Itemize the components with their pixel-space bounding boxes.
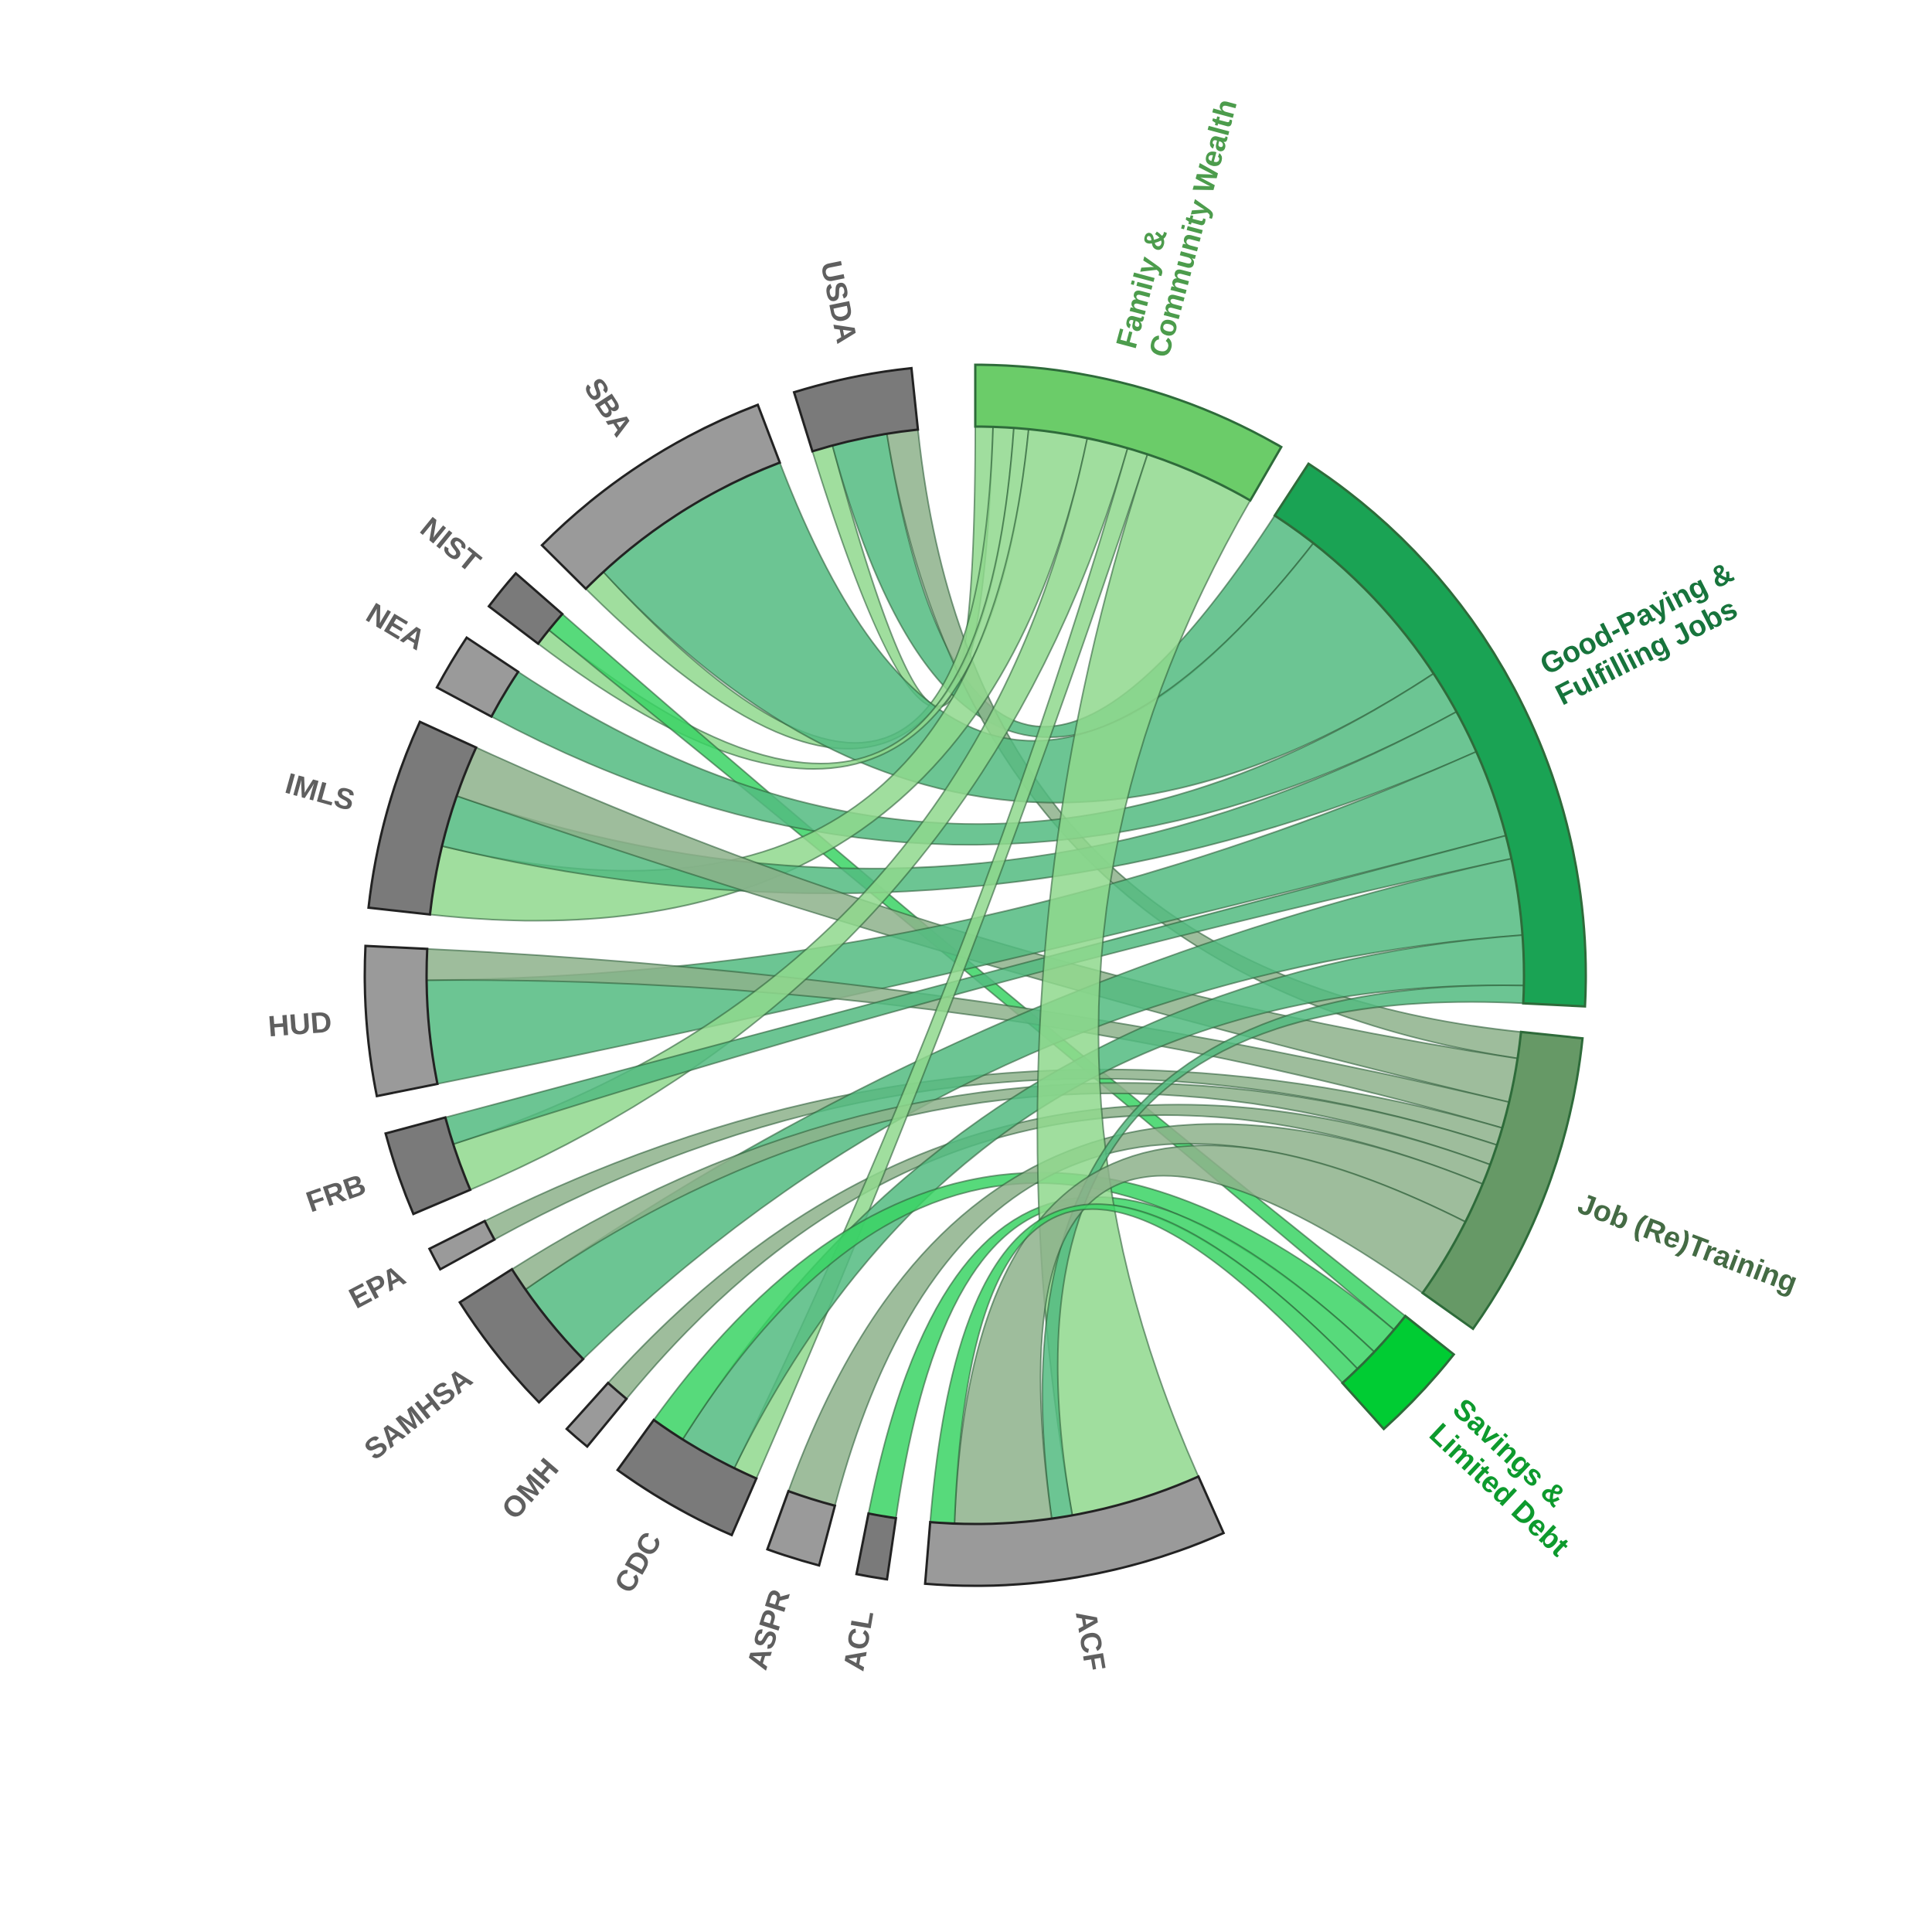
agency-arc-cdc[interactable] <box>616 1418 758 1537</box>
agency-arc-sba[interactable] <box>540 403 782 591</box>
agency-label-aspr: ASPR <box>741 1586 797 1673</box>
agency-arc-nea[interactable] <box>435 635 520 719</box>
agency-arc-acf[interactable] <box>923 1475 1226 1587</box>
agency-label-samhsa: SAMHSA <box>359 1362 478 1467</box>
agency-arc-hud[interactable] <box>363 944 439 1098</box>
agency-arc-aspr[interactable] <box>766 1489 837 1567</box>
agency-label-acf: ACF <box>1069 1608 1111 1673</box>
outcome-arc-gpj[interactable] <box>1273 461 1587 1008</box>
agency-label-sba: SBA <box>577 372 638 442</box>
agency-arc-imls[interactable] <box>367 720 478 917</box>
agency-arc-nist[interactable] <box>487 571 564 646</box>
outcome-label-jrt-line: Job (Re)Training <box>1573 1188 1801 1300</box>
agency-arc-frb[interactable] <box>384 1116 472 1216</box>
agency-arc-epa[interactable] <box>427 1219 496 1271</box>
agency-arc-usda[interactable] <box>792 366 920 453</box>
agency-label-cdc: CDC <box>609 1527 668 1598</box>
outcome-label-gpj: Good-Paying &Fulfilling Jobs <box>1535 556 1754 712</box>
agency-label-epa: EPA <box>344 1260 410 1315</box>
agency-label-nist: NIST <box>414 512 487 579</box>
agency-label-nea: NEA <box>361 597 430 657</box>
outcome-arc-jrt[interactable] <box>1420 1030 1584 1331</box>
ribbons-group <box>426 425 1525 1525</box>
outcome-arc-sld[interactable] <box>1340 1314 1456 1431</box>
agency-label-usda: USDA <box>814 258 862 346</box>
outcome-label-sld: Savings &Limited Debt <box>1423 1393 1598 1563</box>
outcome-arc-fcw[interactable] <box>974 363 1284 502</box>
agency-arc-acl[interactable] <box>855 1512 898 1581</box>
agency-label-omh: OMH <box>496 1453 566 1526</box>
outcome-label-fcw: Family &Community Wealth <box>1111 87 1243 361</box>
agency-label-imls: IMLS <box>282 767 359 818</box>
agency-arc-samhsa[interactable] <box>457 1267 585 1404</box>
agency-arc-omh[interactable] <box>565 1381 628 1448</box>
agency-label-acl: ACL <box>838 1608 880 1673</box>
arcs-group <box>363 363 1587 1587</box>
agency-label-frb: FRB <box>302 1168 370 1219</box>
outcome-label-jrt: Job (Re)Training <box>1573 1188 1801 1300</box>
outcome-label-fcw-line: Community Wealth <box>1144 96 1244 361</box>
agency-label-hud: HUD <box>267 1006 333 1043</box>
